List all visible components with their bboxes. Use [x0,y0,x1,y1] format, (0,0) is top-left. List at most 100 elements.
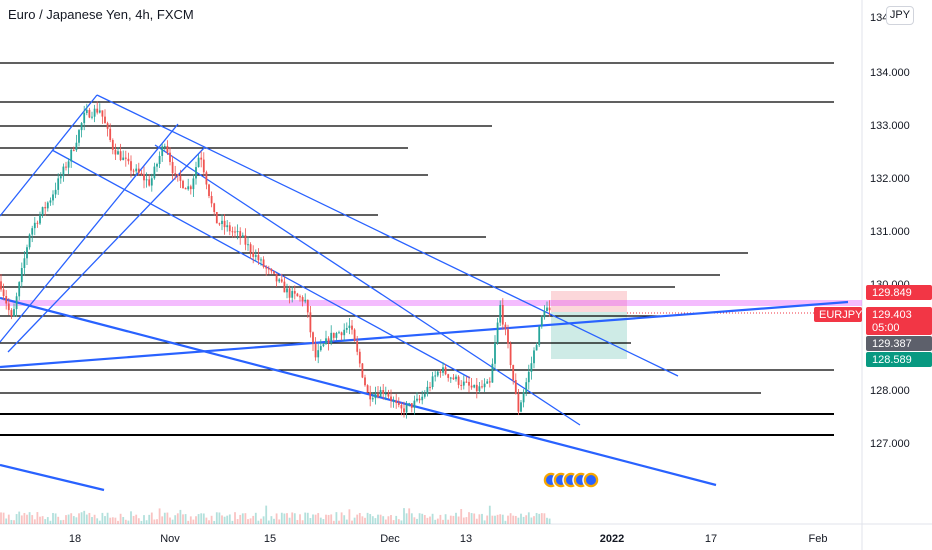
candle-body [444,367,447,375]
candle-body [184,188,187,190]
candle-body [213,203,216,213]
trendline-3[interactable] [0,123,179,343]
volume-bar [288,517,291,524]
volume-bar [319,517,322,524]
candle-body [481,386,483,388]
candle-body [54,189,57,195]
candle-body [137,168,140,174]
volume-bar [145,520,148,524]
volume-bar [384,519,387,524]
candle-body [83,112,86,124]
volume-bar [494,515,496,524]
candle-body [293,291,296,294]
volume-bar [192,519,195,524]
volume-bar [314,514,317,524]
trendline-8[interactable] [154,144,581,426]
volume-bar [540,513,543,524]
candle-body [340,332,343,336]
trendline-7[interactable] [0,463,105,492]
candle-body [358,351,361,364]
volume-bar [249,518,252,524]
volume-bar [210,515,213,524]
trendline-4[interactable] [7,146,206,353]
candle-body [520,402,522,412]
volume-bar [218,512,221,524]
candle-body [462,381,465,386]
candle-body [96,108,99,113]
volume-bar [28,512,31,524]
volume-bar [106,512,109,524]
candle-body [369,392,372,400]
candle-body [499,305,502,323]
volume-bar [452,515,455,524]
volume-bar [143,515,145,524]
candle-body [265,266,268,269]
volume-bar [223,516,226,524]
volume-bar [137,518,140,524]
volume-bar [7,514,10,524]
price-tag-target [866,352,932,367]
candle-body [132,170,135,172]
trendline-0[interactable] [0,94,98,217]
candle-body [59,176,62,179]
trendline-5[interactable] [0,300,849,369]
volume-bar [247,519,249,524]
candle-body [210,195,213,204]
candle-body [387,393,390,397]
volume-bar [533,516,535,524]
candle-body [512,365,515,381]
candle-body [314,343,317,358]
volume-bar [257,520,260,524]
volume-bar [0,512,2,524]
candle-body [473,384,476,388]
candle-body [20,268,23,283]
price-tag-text: EURJPY [819,309,863,321]
volume-bar [62,519,65,524]
volume-bar [299,514,301,524]
candle-body [395,400,398,403]
candle-body [517,393,520,412]
candle-body [88,109,91,118]
volume-bar [379,514,382,524]
volume-bar [213,520,216,524]
candle-body [405,404,408,413]
candle-body [408,403,411,405]
trendline-6[interactable] [0,296,717,487]
candle-body [403,408,405,413]
currency-button[interactable]: JPY [886,6,914,25]
candle-body [286,288,288,293]
volume-bar [439,514,442,524]
candle-body [70,149,73,162]
volume-bar [431,513,434,524]
volume-bar [78,513,80,524]
volume-bar [473,513,476,524]
volume-bar [140,520,143,524]
volume-bar [2,512,5,524]
candle-body [262,259,265,267]
trendline-2[interactable] [96,94,679,377]
candle-body [371,398,374,400]
candle-body [215,212,218,224]
candle-body [426,386,429,395]
candle-body [418,398,421,401]
volume-bar [304,512,307,524]
candle-body [114,149,117,155]
candle-body [174,173,177,175]
resistance-zone [0,300,862,306]
volume-bar [395,515,398,524]
candle-body [0,281,2,290]
volume-bar [166,512,169,524]
volume-bar [325,514,327,524]
candle-body [67,161,70,168]
candle-body [431,376,434,388]
candle-body [10,310,13,317]
volume-bar [31,515,34,524]
volume-bar [265,505,268,524]
volume-bar [215,512,218,524]
volume-bar [356,514,359,524]
volume-bar [291,512,294,524]
candle-body [78,130,80,143]
volume-bar [83,510,86,524]
